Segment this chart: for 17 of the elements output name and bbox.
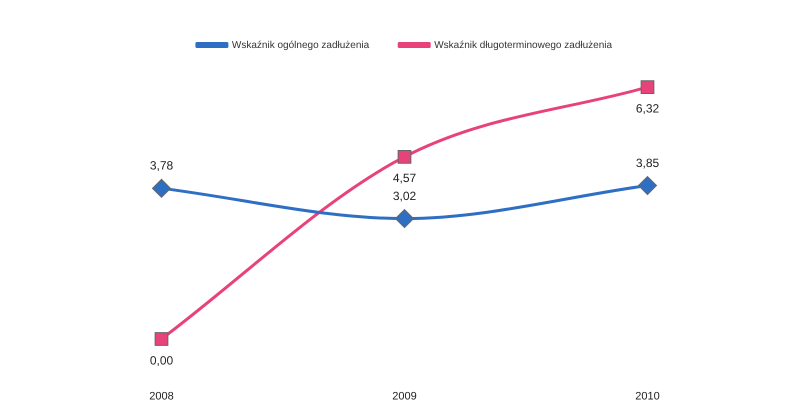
x-tick-label: 2008 xyxy=(149,390,174,402)
x-tick-label: 2009 xyxy=(392,390,417,402)
point xyxy=(152,178,171,198)
point xyxy=(395,209,414,228)
point xyxy=(154,332,168,346)
data-label: 3,02 xyxy=(392,188,416,203)
data-label: 3,78 xyxy=(150,158,174,173)
data-label: 4,57 xyxy=(392,171,416,186)
data-label: 6,32 xyxy=(636,101,660,116)
legend-label: Wskaźnik ogólnego zadłużenia xyxy=(232,40,370,51)
legend-label: Wskaźnik długoterminowego zadłużenia xyxy=(434,40,613,51)
data-label: 3,85 xyxy=(636,156,660,170)
point xyxy=(640,80,654,94)
point xyxy=(398,150,412,164)
x-tick-label: 2010 xyxy=(635,390,660,402)
data-label: 0,00 xyxy=(150,353,174,368)
point xyxy=(638,176,657,196)
